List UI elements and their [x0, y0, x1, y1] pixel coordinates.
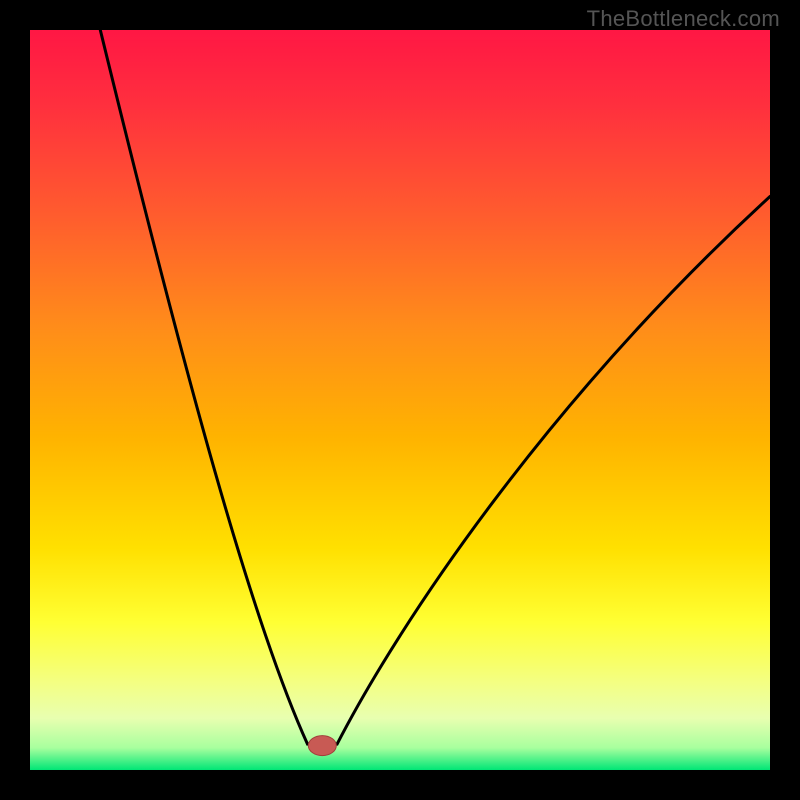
bottleneck-chart [0, 0, 800, 800]
chart-container: TheBottleneck.com [0, 0, 800, 800]
valley-marker [308, 736, 336, 756]
plot-background [30, 30, 770, 770]
watermark-text: TheBottleneck.com [587, 6, 780, 32]
